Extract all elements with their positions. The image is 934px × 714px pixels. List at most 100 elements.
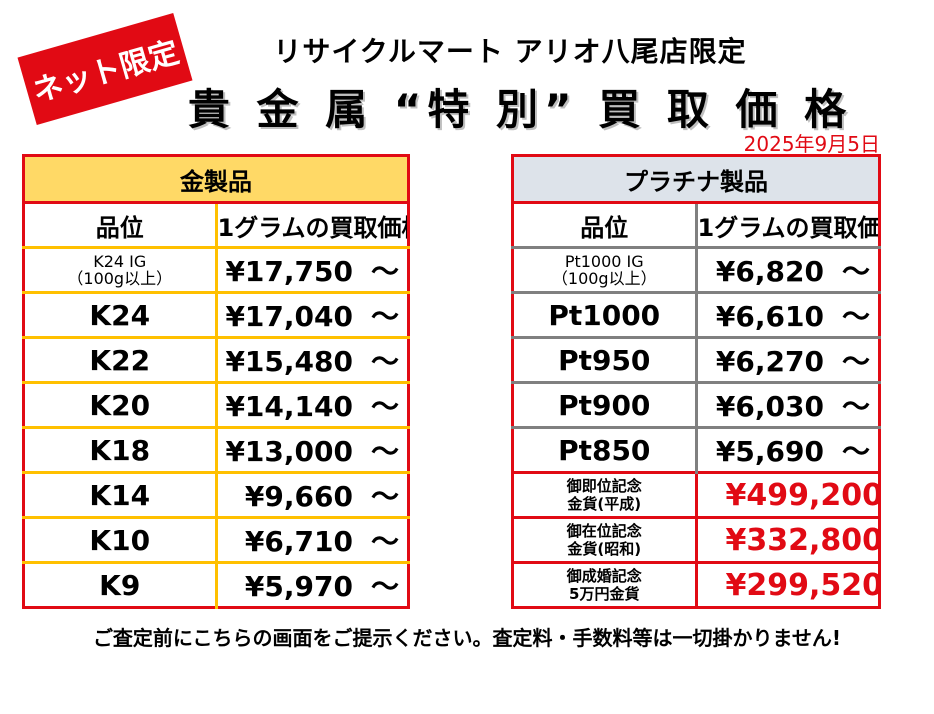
price-cell: ¥5,970 ～ — [216, 561, 409, 608]
tilde-mark: ～ — [841, 300, 870, 333]
date-label: 2025年9月5日 — [743, 132, 880, 156]
table-row: K22 ¥15,480 ～ — [23, 336, 409, 383]
grade-label: Pt1000 — [512, 291, 698, 338]
platinum-price-table: プラチナ製品 品位 1グラムの買取価格 Pt1000 IG （100g以上） ¥… — [511, 154, 881, 609]
grade-sub-label: （100g以上） — [551, 269, 657, 288]
tilde-mark: ～ — [370, 525, 399, 558]
price-value: ¥13,000 — [225, 435, 353, 468]
tilde-mark: ～ — [370, 480, 399, 513]
price-value: ¥5,970 — [244, 570, 353, 603]
gold-header-row: 品位 1グラムの買取価格 — [23, 201, 409, 248]
platinum-category-row: プラチナ製品 — [512, 155, 880, 204]
price-cell: ¥5,690 ～ — [696, 426, 880, 473]
coin-name: 御在位記念 金貨(昭和) — [511, 516, 698, 564]
tilde-mark: ～ — [841, 390, 870, 423]
coin-row: 御成婚記念 5万円金貨 ¥299,520 — [511, 561, 881, 609]
price-value: ¥6,820 — [715, 255, 824, 288]
table-row: K14 ¥9,660 ～ — [23, 471, 409, 518]
grade-label: K14 — [23, 471, 218, 518]
price-value: ¥17,040 — [225, 300, 353, 333]
table-row: K24 ¥17,040 ～ — [23, 291, 409, 338]
grade-label: K24 IG — [93, 252, 147, 271]
grade-label: K20 — [23, 381, 218, 428]
price-cell: ¥17,040 ～ — [216, 291, 409, 338]
table-row: Pt950 ¥6,270 ～ — [512, 336, 880, 383]
gold-price-table: 金製品 品位 1グラムの買取価格 K24 IG （100g以上） ¥17,750… — [22, 154, 410, 609]
gold-category-label: 金製品 — [23, 155, 409, 204]
coin-price: ¥499,200 — [694, 471, 881, 519]
table-row: K20 ¥14,140 ～ — [23, 381, 409, 428]
grade-label: K18 — [23, 426, 218, 473]
net-limited-badge: ネット限定 — [17, 13, 193, 125]
price-cell: ¥6,610 ～ — [696, 291, 880, 338]
price-value: ¥14,140 — [225, 390, 353, 423]
grade-label: Pt850 — [512, 426, 698, 473]
table-row: Pt850 ¥5,690 ～ — [512, 426, 880, 473]
grade-label: K24 — [23, 291, 218, 338]
table-row: Pt1000 IG （100g以上） ¥6,820 ～ — [512, 246, 880, 293]
coin-name-line: 5万円金貨 — [569, 585, 640, 603]
price-value: ¥5,690 — [715, 435, 824, 468]
price-cell: ¥6,820 ～ — [696, 246, 880, 293]
coin-name-line: 御成婚記念 — [566, 567, 642, 585]
table-row: Pt900 ¥6,030 ～ — [512, 381, 880, 428]
coin-row: 御在位記念 金貨(昭和) ¥332,800 — [511, 516, 881, 564]
grade-label: Pt950 — [512, 336, 698, 383]
table-row: K18 ¥13,000 ～ — [23, 426, 409, 473]
grade-cell: K24 IG （100g以上） — [23, 246, 218, 293]
price-value: ¥6,030 — [715, 390, 824, 423]
price-value: ¥17,750 — [225, 255, 353, 288]
coin-price: ¥332,800 — [694, 516, 881, 564]
price-value: ¥6,270 — [715, 345, 824, 378]
gold-category-row: 金製品 — [23, 155, 409, 204]
price-value: ¥15,480 — [225, 345, 353, 378]
tilde-mark: ～ — [841, 255, 870, 288]
grade-label: K10 — [23, 516, 218, 563]
coin-name-line: 御即位記念 — [566, 477, 642, 495]
grade-cell: Pt1000 IG （100g以上） — [512, 246, 698, 293]
grade-label: Pt1000 IG — [564, 252, 644, 271]
platinum-col-grade: 品位 — [512, 201, 698, 248]
tilde-mark: ～ — [841, 345, 870, 378]
grade-sub-label: （100g以上） — [67, 269, 173, 288]
price-value: ¥6,710 — [244, 525, 353, 558]
tilde-mark: ～ — [370, 570, 399, 603]
price-cell: ¥6,030 ～ — [696, 381, 880, 428]
grade-label: K22 — [23, 336, 218, 383]
tilde-mark: ～ — [841, 435, 870, 468]
tilde-mark: ～ — [370, 390, 399, 423]
gold-col-price: 1グラムの買取価格 — [216, 201, 409, 248]
footer-note: ご査定前にこちらの画面をご提示ください。査定料・手数料等は一切掛かりません! — [92, 626, 842, 650]
grade-label: K9 — [23, 561, 218, 608]
page-headline: 貴 金 属 “特 別” 買 取 価 格 — [187, 85, 853, 134]
tilde-mark: ～ — [370, 345, 399, 378]
table-row: K10 ¥6,710 ～ — [23, 516, 409, 563]
price-cell: ¥17,750 ～ — [216, 246, 409, 293]
price-cell: ¥15,480 ～ — [216, 336, 409, 383]
price-cell: ¥13,000 ～ — [216, 426, 409, 473]
grade-label: Pt900 — [512, 381, 698, 428]
platinum-header-row: 品位 1グラムの買取価格 — [512, 201, 880, 248]
platinum-col-price: 1グラムの買取価格 — [696, 201, 880, 248]
store-title: リサイクルマート アリオ八尾店限定 — [273, 35, 747, 68]
coin-name: 御成婚記念 5万円金貨 — [511, 561, 698, 609]
coin-name: 御即位記念 金貨(平成) — [511, 471, 698, 519]
coin-name-line: 御在位記念 — [566, 522, 642, 540]
badge-text: ネット限定 — [29, 34, 183, 110]
gold-col-grade: 品位 — [23, 201, 218, 248]
price-cell: ¥6,270 ～ — [696, 336, 880, 383]
tilde-mark: ～ — [370, 255, 399, 288]
tilde-mark: ～ — [370, 435, 399, 468]
price-cell: ¥14,140 ～ — [216, 381, 409, 428]
table-row: K24 IG （100g以上） ¥17,750 ～ — [23, 246, 409, 293]
coin-name-line: 金貨(昭和) — [567, 540, 642, 558]
table-row: Pt1000 ¥6,610 ～ — [512, 291, 880, 338]
platinum-category-label: プラチナ製品 — [512, 155, 880, 204]
coin-row: 御即位記念 金貨(平成) ¥499,200 — [511, 471, 881, 519]
price-cell: ¥6,710 ～ — [216, 516, 409, 563]
price-value: ¥6,610 — [715, 300, 824, 333]
table-row: K9 ¥5,970 ～ — [23, 561, 409, 608]
price-value: ¥9,660 — [244, 480, 353, 513]
price-cell: ¥9,660 ～ — [216, 471, 409, 518]
coin-name-line: 金貨(平成) — [567, 495, 642, 513]
